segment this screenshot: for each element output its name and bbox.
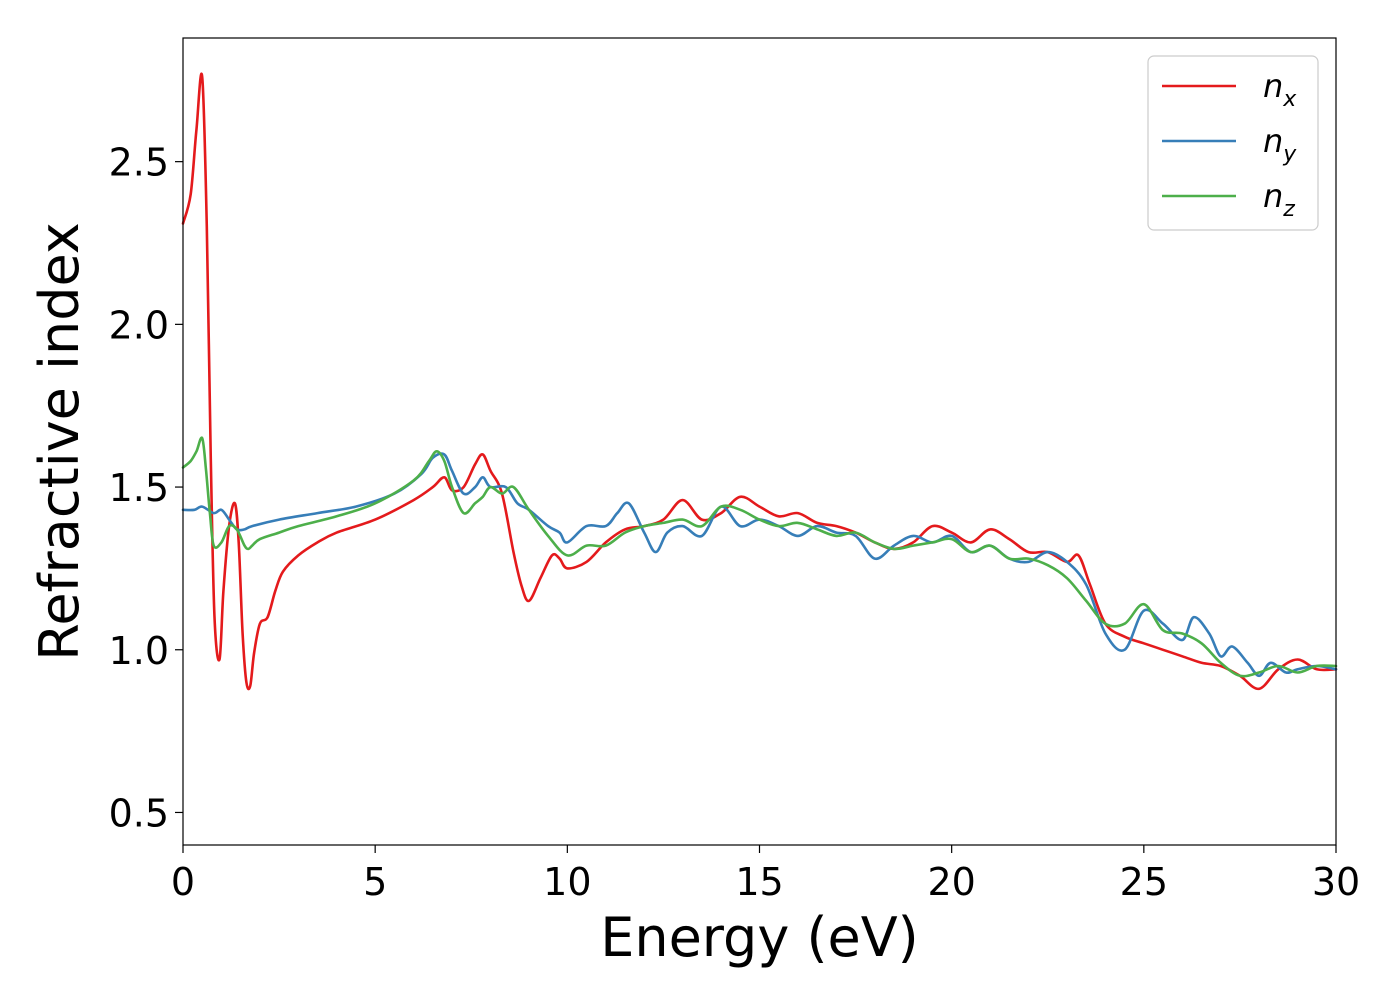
series-line-nz [181, 436, 1338, 678]
x-tick-label: 15 [735, 860, 783, 904]
x-axis: 0 5 10 15 20 25 30 [171, 845, 1360, 904]
legend-box [1147, 55, 1319, 231]
y-tick-label: 2.0 [109, 303, 169, 347]
legend-label-subscript: x [1282, 87, 1297, 112]
x-tick-label: 30 [1312, 860, 1360, 904]
series-line-nx [181, 72, 1338, 691]
y-tick-label: 1.5 [109, 466, 169, 510]
y-tick-label: 0.5 [109, 791, 169, 835]
x-tick-label: 0 [171, 860, 195, 904]
y-axis-title: Refractive index [28, 222, 91, 661]
x-tick-label: 10 [543, 860, 591, 904]
legend-label-subscript: z [1282, 197, 1295, 222]
x-tick-label: 25 [1120, 860, 1168, 904]
x-tick-label: 20 [927, 860, 975, 904]
y-axis: 0.5 1.0 1.5 2.0 2.5 [109, 141, 183, 835]
x-tick-label: 5 [363, 860, 387, 904]
x-axis-title: Energy (eV) [600, 906, 919, 969]
plot-area [183, 38, 1336, 845]
legend-label-subscript: y [1282, 142, 1297, 167]
series-layer [181, 72, 1338, 691]
y-tick-label: 2.5 [109, 141, 169, 185]
y-tick-label: 1.0 [109, 629, 169, 673]
